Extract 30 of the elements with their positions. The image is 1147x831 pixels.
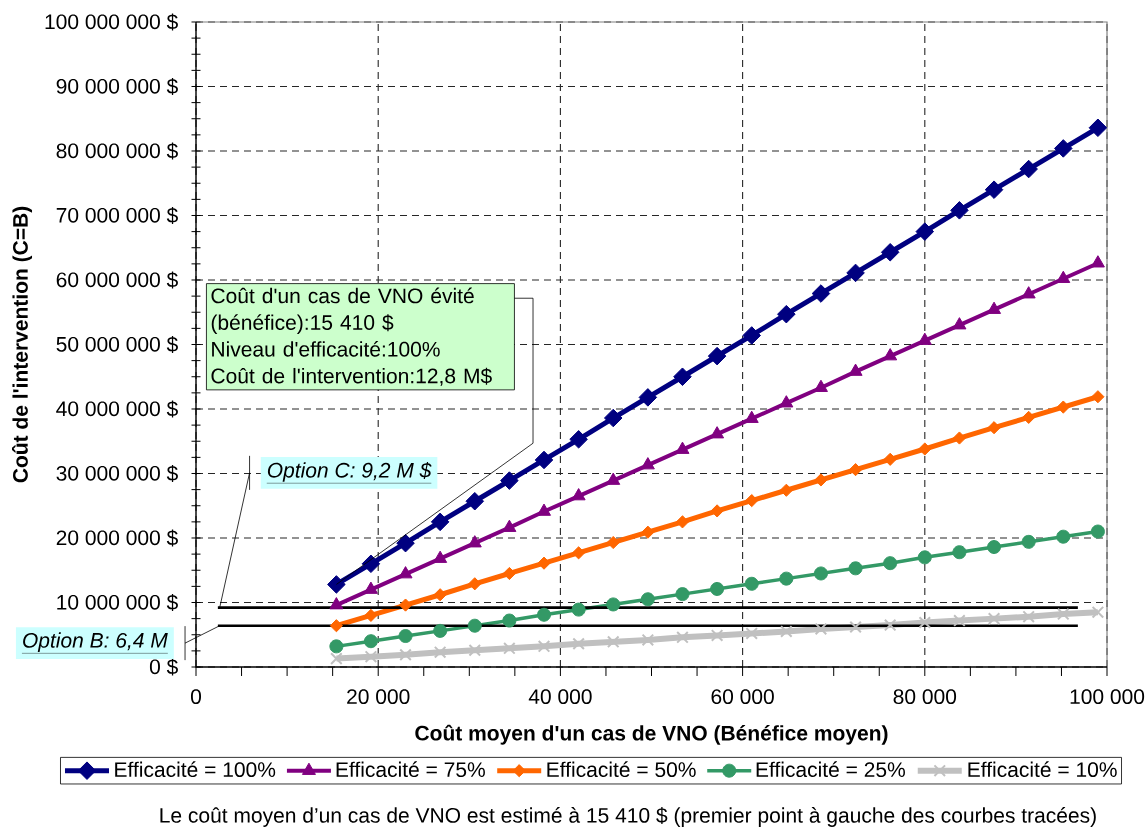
- y-tick-label: 30 000 000 $: [56, 464, 178, 482]
- x-tick-label: 80 000: [893, 689, 957, 705]
- annotation: Coût d'un cas de VNO évité (bénéfice):15 410 $: [211, 287, 474, 335]
- ref-line-label: Option B: 6,4 M: [23, 632, 168, 652]
- y-tick-label: 90 000 000 $: [56, 77, 178, 95]
- legend-label: Efficacité = 25%: [756, 761, 905, 778]
- y-tick-label: 10 000 000 $: [57, 594, 178, 611]
- x-axis-title: Coût moyen d'un cas de VNO (Bénéfice moyen): [415, 724, 888, 745]
- x-tick-label: 100 000: [1070, 689, 1145, 705]
- y-tick-label: 70 000 000 $: [56, 206, 178, 224]
- legend-label: Option C: 9,2 M $: [267, 461, 432, 482]
- x-tick-label: 0: [190, 689, 202, 705]
- x-tick-label: 60 000: [711, 689, 774, 705]
- legend-label: Efficacité = 75%: [336, 761, 485, 778]
- y-tick-label: 100 000 000 $: [45, 13, 178, 31]
- legend-label: Efficacité = 100%: [115, 761, 276, 778]
- y-tick-label: 50 000 000 $: [56, 335, 178, 353]
- y-tick-label: 60 000 000 $: [56, 271, 178, 289]
- y-tick-label: 40 000 000 $: [56, 400, 178, 418]
- y-tick-label: 20 000 000 $: [56, 529, 178, 547]
- y-tick-label: 80 000 000 $: [56, 142, 178, 160]
- legend-label: Efficacité = 10%: [968, 761, 1117, 778]
- y-axis-title: Coût de l'intervention (C=B): [11, 206, 33, 483]
- x-tick-label: 40 000: [528, 689, 592, 705]
- x-tick-label: 20 000: [347, 689, 410, 705]
- annotation: Niveau d'efficacité:100%: [212, 341, 440, 357]
- legend-label: Efficacité = 50%: [547, 761, 696, 778]
- annotation: Coût de l'intervention:12,8 M$: [211, 367, 492, 386]
- y-tick-label: 0 $: [149, 658, 178, 676]
- text: Le coût moyen d’un cas de VNO est estimé à 15 410 $ (premier point à gauche des courbes tracées): [160, 807, 1096, 827]
